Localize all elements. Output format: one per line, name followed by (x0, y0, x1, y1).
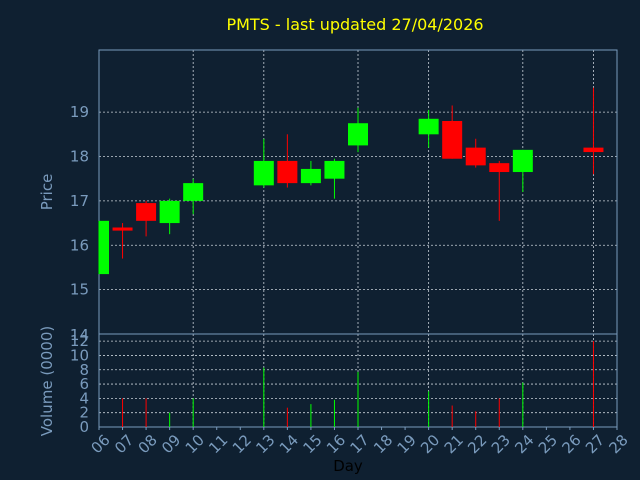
candle-body (418, 118, 439, 135)
candle-body (300, 168, 321, 184)
x-axis-label: Day (333, 457, 363, 475)
chart-title: PMTS - last updated 27/04/2026 (226, 15, 483, 34)
candle-body (183, 183, 204, 201)
candle-body (112, 227, 133, 231)
candle-body (489, 163, 510, 173)
candle-body (324, 160, 345, 179)
x-tick-label: 14 (276, 431, 302, 457)
x-tick-label: 27 (582, 431, 608, 457)
candle-body (99, 220, 109, 275)
price-axis-label: Price (38, 174, 56, 211)
volume-tick-label: 2 (79, 404, 89, 422)
price-tick-label: 17 (70, 192, 89, 210)
x-tick-label: 08 (135, 431, 161, 457)
x-tick-label: 09 (158, 431, 184, 457)
x-tick-label: 18 (370, 431, 396, 457)
x-tick-label: 21 (441, 431, 467, 457)
grid-layer (99, 50, 617, 427)
price-tick-label: 19 (70, 103, 89, 121)
x-tick-label: 25 (535, 431, 561, 457)
volume-tick-label: 8 (79, 361, 89, 379)
candle-body (159, 200, 180, 224)
volume-layer (122, 341, 594, 427)
candle-body (465, 147, 486, 166)
volume-axis-label: Volume (0000) (38, 326, 56, 436)
x-tick-label: 24 (511, 431, 537, 457)
volume-tick-label: 10 (70, 346, 89, 364)
volume-tick-label: 4 (79, 389, 89, 407)
volume-tick-label: 12 (70, 332, 89, 350)
x-tick-label: 13 (252, 431, 278, 457)
volume-tick-label: 0 (79, 418, 89, 436)
price-tick-label: 14 (70, 326, 89, 344)
x-tick-label: 15 (299, 431, 325, 457)
price-tick-label: 15 (70, 281, 89, 299)
x-tick-label: 06 (88, 431, 114, 457)
x-tick-label: 19 (394, 431, 420, 457)
candle-body (348, 123, 368, 146)
price-tick-label: 16 (70, 236, 89, 254)
candle-body (136, 203, 157, 221)
x-tick-label: 22 (464, 431, 490, 457)
x-tick-label: 28 (606, 431, 632, 457)
x-tick-label: 16 (323, 431, 349, 457)
x-tick-label: 23 (488, 431, 514, 457)
candle-body (253, 160, 274, 186)
x-tick-label: 07 (111, 431, 137, 457)
x-tick-label: 10 (182, 431, 208, 457)
x-tick-label: 20 (417, 431, 443, 457)
x-tick-label: 17 (347, 431, 373, 457)
candle-body (442, 121, 463, 159)
volume-tick-label: 6 (79, 375, 89, 393)
candle-body (583, 147, 604, 153)
price-tick-label: 18 (70, 148, 89, 166)
x-tick-label: 26 (558, 431, 584, 457)
candle-body (277, 160, 298, 184)
x-tick-label: 12 (229, 431, 255, 457)
candle-layer (98, 87, 604, 275)
candle-body (512, 149, 533, 173)
x-tick-label: 11 (205, 431, 231, 457)
